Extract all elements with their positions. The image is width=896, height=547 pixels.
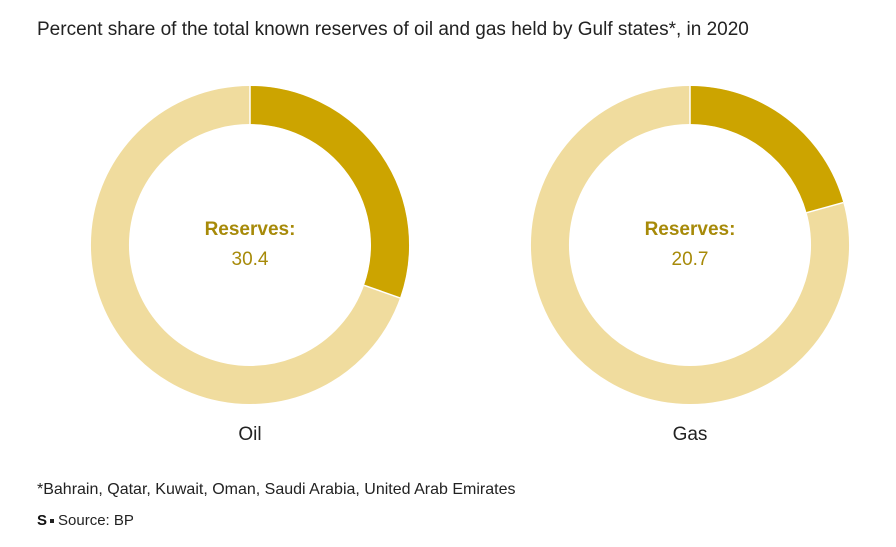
source-text: Source: BP — [58, 512, 134, 529]
chart-title: Percent share of the total known reserve… — [37, 19, 749, 40]
donut-slice-separator-end — [806, 201, 844, 214]
donut-oil-center-label: Reserves: — [204, 219, 296, 240]
source-line: S Source: BP — [37, 512, 134, 529]
donut-gas-center-value: 20.7 — [671, 249, 709, 270]
donut-gas-share-arc — [689, 86, 844, 214]
publisher-logo-icon: S — [37, 512, 48, 529]
donut-oil-svg — [91, 86, 409, 405]
donut-oil-category-label: Oil — [238, 424, 262, 445]
donut-gas-center-label: Reserves: — [644, 219, 736, 240]
donut-gas: Reserves: 20.7 — [530, 85, 850, 405]
donut-oil-share-arc — [249, 86, 409, 298]
donut-oil-center-value: 30.4 — [231, 249, 269, 270]
donut-gas-svg — [531, 86, 849, 405]
separator-dot-icon — [50, 518, 55, 523]
donut-oil: Reserves: 30.4 — [90, 85, 410, 405]
donut-slice-separator-end — [363, 284, 401, 299]
donut-gas-category-label: Gas — [672, 424, 708, 445]
footnote: *Bahrain, Qatar, Kuwait, Oman, Saudi Ara… — [37, 481, 516, 498]
